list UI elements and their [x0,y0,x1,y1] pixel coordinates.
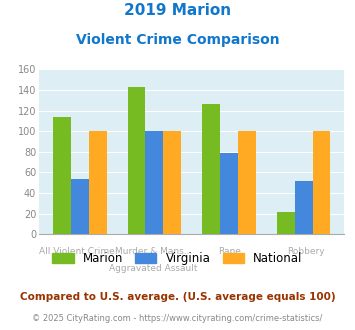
Text: © 2025 CityRating.com - https://www.cityrating.com/crime-statistics/: © 2025 CityRating.com - https://www.city… [32,314,323,323]
Bar [127,87,146,234]
Text: Aggravated Assault: Aggravated Assault [109,264,198,273]
Text: Murder & Mans...: Murder & Mans... [115,248,192,256]
Bar [89,131,106,234]
Text: Rape: Rape [218,248,241,256]
Bar [238,131,256,234]
Text: All Violent Crime: All Violent Crime [39,248,115,256]
Bar [146,131,163,234]
Bar [163,131,181,234]
Bar [202,104,220,234]
Text: Robbery: Robbery [288,248,325,256]
Text: Compared to U.S. average. (U.S. average equals 100): Compared to U.S. average. (U.S. average … [20,292,335,302]
Bar [295,181,312,234]
Text: 2019 Marion: 2019 Marion [124,3,231,18]
Text: Violent Crime Comparison: Violent Crime Comparison [76,33,279,47]
Bar [277,212,295,234]
Bar [220,153,238,234]
Legend: Marion, Virginia, National: Marion, Virginia, National [48,247,307,270]
Bar [312,131,331,234]
Bar [53,117,71,234]
Bar [71,179,89,234]
